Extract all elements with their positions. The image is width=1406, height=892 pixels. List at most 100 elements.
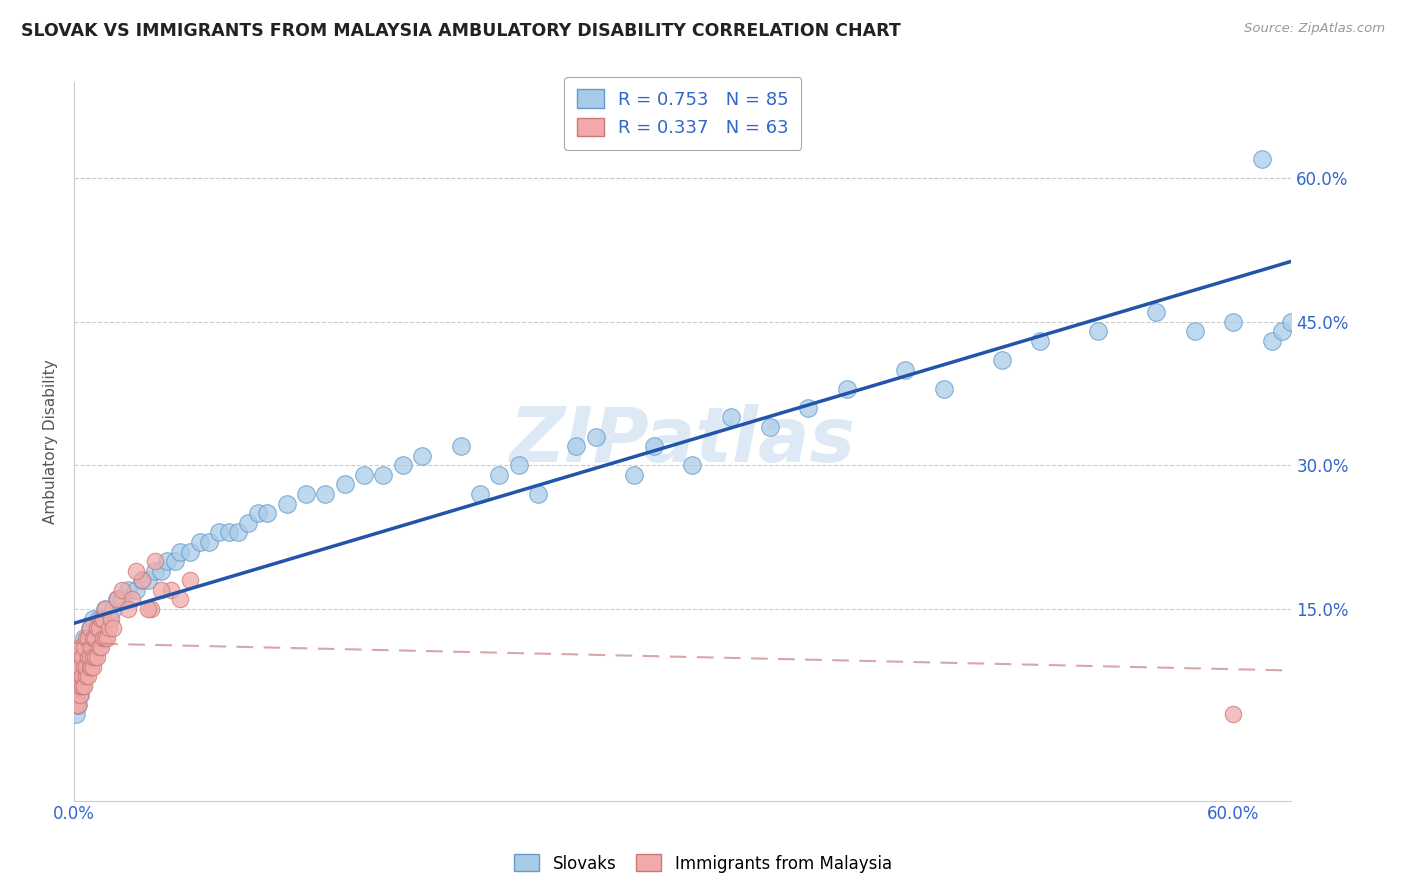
Point	[65, 688, 87, 702]
Point	[333, 477, 356, 491]
Point	[527, 487, 550, 501]
Point	[69, 659, 91, 673]
Point	[565, 439, 588, 453]
Point	[69, 659, 91, 673]
Point	[94, 631, 117, 645]
Point	[450, 439, 472, 453]
Point	[105, 592, 128, 607]
Point	[585, 429, 607, 443]
Point	[91, 612, 114, 626]
Point	[86, 621, 108, 635]
Point	[391, 458, 413, 473]
Text: Source: ZipAtlas.com: Source: ZipAtlas.com	[1244, 22, 1385, 36]
Point	[373, 467, 395, 482]
Point	[932, 382, 955, 396]
Point	[256, 506, 278, 520]
Point	[208, 525, 231, 540]
Point	[101, 621, 124, 635]
Point	[179, 574, 201, 588]
Point	[314, 487, 336, 501]
Point	[65, 679, 87, 693]
Point	[1271, 324, 1294, 338]
Point	[1251, 152, 1274, 166]
Point	[353, 467, 375, 482]
Point	[84, 649, 107, 664]
Point	[101, 602, 124, 616]
Point	[758, 420, 780, 434]
Point	[79, 621, 101, 635]
Point	[89, 612, 111, 626]
Point	[117, 582, 139, 597]
Point	[76, 649, 98, 664]
Point	[69, 688, 91, 702]
Point	[73, 640, 96, 655]
Point	[179, 544, 201, 558]
Point	[188, 535, 211, 549]
Point	[75, 659, 97, 673]
Point	[990, 353, 1012, 368]
Point	[90, 612, 112, 626]
Point	[66, 679, 89, 693]
Point	[82, 659, 104, 673]
Point	[70, 669, 93, 683]
Point	[76, 669, 98, 683]
Point	[97, 621, 120, 635]
Point	[143, 554, 166, 568]
Point	[84, 631, 107, 645]
Point	[141, 602, 163, 616]
Point	[65, 669, 87, 683]
Point	[86, 649, 108, 664]
Point	[198, 535, 221, 549]
Point	[69, 679, 91, 693]
Point	[66, 669, 89, 683]
Point	[468, 487, 491, 501]
Point	[276, 497, 298, 511]
Point	[1087, 324, 1109, 338]
Legend: Slovaks, Immigrants from Malaysia: Slovaks, Immigrants from Malaysia	[508, 847, 898, 880]
Point	[894, 362, 917, 376]
Point	[80, 631, 103, 645]
Point	[488, 467, 510, 482]
Point	[66, 649, 89, 664]
Y-axis label: Ambulatory Disability: Ambulatory Disability	[44, 359, 58, 524]
Point	[76, 649, 98, 664]
Point	[159, 582, 181, 597]
Point	[89, 640, 111, 655]
Point	[89, 621, 111, 635]
Point	[411, 449, 433, 463]
Point	[1222, 315, 1244, 329]
Point	[73, 631, 96, 645]
Point	[143, 564, 166, 578]
Point	[835, 382, 858, 396]
Point	[66, 669, 89, 683]
Point	[111, 592, 134, 607]
Point	[69, 640, 91, 655]
Point	[84, 631, 107, 645]
Point	[79, 649, 101, 664]
Point	[1222, 707, 1244, 722]
Point	[125, 582, 148, 597]
Point	[79, 659, 101, 673]
Point	[73, 659, 96, 673]
Point	[66, 698, 89, 712]
Point	[150, 564, 173, 578]
Point	[65, 707, 87, 722]
Legend: R = 0.753   N = 85, R = 0.337   N = 63: R = 0.753 N = 85, R = 0.337 N = 63	[564, 77, 801, 150]
Text: SLOVAK VS IMMIGRANTS FROM MALAYSIA AMBULATORY DISABILITY CORRELATION CHART: SLOVAK VS IMMIGRANTS FROM MALAYSIA AMBUL…	[21, 22, 901, 40]
Point	[246, 506, 269, 520]
Point	[86, 621, 108, 635]
Point	[82, 649, 104, 664]
Point	[70, 679, 93, 693]
Point	[69, 688, 91, 702]
Point	[82, 640, 104, 655]
Point	[69, 649, 91, 664]
Point	[80, 640, 103, 655]
Point	[131, 574, 153, 588]
Point	[66, 698, 89, 712]
Point	[1281, 315, 1303, 329]
Point	[1144, 305, 1167, 319]
Point	[681, 458, 703, 473]
Point	[236, 516, 259, 530]
Point	[136, 602, 159, 616]
Point	[70, 679, 93, 693]
